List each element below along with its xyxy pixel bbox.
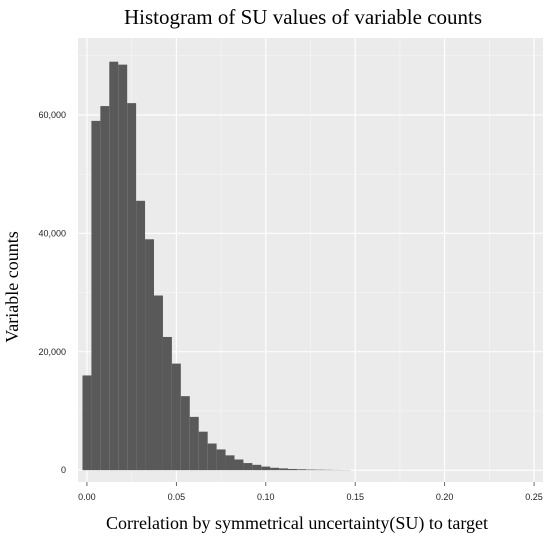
y-axis-title: Variable counts [2,231,22,342]
histogram-bar [279,468,289,471]
histogram-bar [297,469,307,471]
chart-title: Histogram of SU values of variable count… [124,5,482,29]
histogram-bar [171,363,181,471]
histogram-bar [100,106,110,471]
histogram-bar [162,336,172,471]
histogram-bar [109,61,119,471]
histogram-bar [288,468,298,471]
x-tick-label: 0.20 [436,492,454,502]
histogram-bar [118,64,128,471]
x-tick-label: 0.05 [168,492,186,502]
histogram-bar [189,416,199,471]
y-tick-label: 0 [61,465,66,475]
x-tick-label: 0.25 [525,492,543,502]
histogram-bar [136,200,146,471]
y-tick-label: 20,000 [38,347,66,357]
histogram-bar [243,463,253,471]
x-tick-label: 0.10 [257,492,275,502]
x-tick-label: 0.15 [346,492,364,502]
x-axis-ticks: 0.00 0.05 0.10 0.15 0.20 0.25 [78,482,543,502]
y-tick-label: 40,000 [38,228,66,238]
histogram-bar [127,103,137,471]
histogram-bar [306,469,315,471]
histogram-bar [252,464,262,471]
y-axis-ticks: 0 20,000 40,000 60,000 [38,110,66,475]
histogram-bar [145,239,155,471]
histogram-bar [91,120,101,471]
histogram-bar [198,431,208,471]
histogram-bar [270,467,280,471]
histogram-bar [216,449,226,471]
histogram-bars [82,61,351,471]
y-tick-label: 60,000 [38,110,66,120]
histogram-bar [234,459,244,471]
histogram-bar [225,455,235,471]
histogram-bar [261,466,271,471]
histogram-bar [82,375,92,471]
x-tick-label: 0.00 [78,492,96,502]
histogram-bar [180,396,190,471]
histogram-bar [154,295,163,471]
x-axis-title: Correlation by symmetrical uncertainty(S… [106,513,488,534]
histogram-bar [207,443,217,471]
